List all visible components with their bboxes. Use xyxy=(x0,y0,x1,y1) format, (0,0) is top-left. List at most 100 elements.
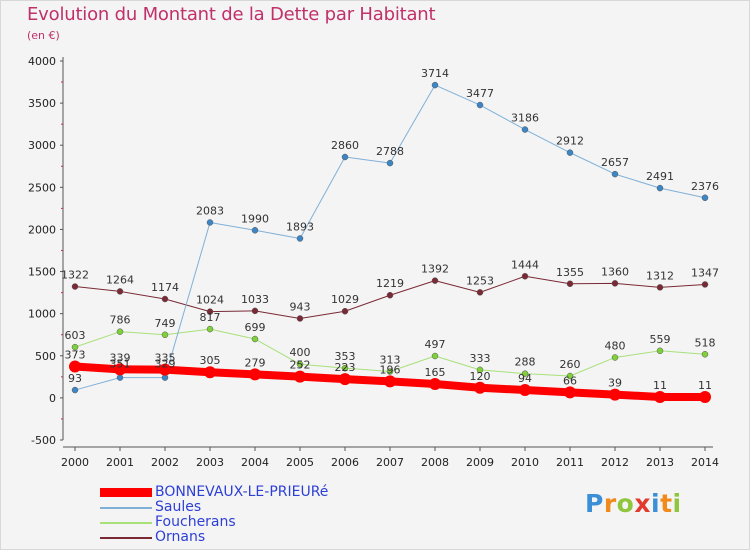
data-point xyxy=(296,360,304,368)
proxiti-logo: Proxiti xyxy=(585,489,682,518)
legend-item: Ornans xyxy=(100,530,328,545)
data-label: 817 xyxy=(200,311,221,324)
logo-letter: x xyxy=(634,489,651,518)
legend-label: BONNEVAUX-LE-PRIEURé xyxy=(155,484,329,500)
data-label: 165 xyxy=(425,366,446,379)
data-label: 1444 xyxy=(511,258,539,271)
data-point xyxy=(699,390,711,403)
y-tick-label: 1000 xyxy=(28,308,56,321)
data-label: 1219 xyxy=(376,277,404,290)
data-label: 2912 xyxy=(556,135,584,148)
data-label: 1264 xyxy=(106,273,134,286)
data-label: 279 xyxy=(245,356,266,369)
x-tick-label: 2002 xyxy=(151,456,179,469)
data-label: 2788 xyxy=(376,145,404,158)
data-label: 1893 xyxy=(286,220,314,233)
data-label: 353 xyxy=(335,350,356,363)
data-label: 1360 xyxy=(601,265,629,278)
data-label: 603 xyxy=(65,329,86,342)
x-tick-label: 2012 xyxy=(601,456,629,469)
x-tick-label: 2006 xyxy=(331,456,359,469)
data-point xyxy=(654,390,666,403)
x-tick-label: 2010 xyxy=(511,456,539,469)
data-label: 3714 xyxy=(421,67,449,80)
legend-item: Saules xyxy=(100,500,328,515)
data-point xyxy=(609,388,621,401)
data-label: 335 xyxy=(155,352,176,365)
data-point xyxy=(429,377,441,390)
chart-subtitle: (en €) xyxy=(27,29,60,42)
data-point xyxy=(386,368,394,375)
legend-item: BONNEVAUX-LE-PRIEURé xyxy=(100,485,328,500)
data-label: 11 xyxy=(653,379,667,392)
x-tick-label: 2009 xyxy=(466,456,494,469)
data-label: 2083 xyxy=(196,204,224,217)
data-label: 3186 xyxy=(511,112,539,125)
y-tick-label: 2000 xyxy=(28,223,56,236)
x-tick-label: 2005 xyxy=(286,456,314,469)
data-label: 39 xyxy=(608,377,622,390)
y-tick-label: -500 xyxy=(31,434,56,447)
legend-label: Foucherans xyxy=(155,514,236,530)
data-label: 2860 xyxy=(331,139,359,152)
logo-letter: i xyxy=(672,489,682,518)
data-label: 66 xyxy=(563,374,577,387)
data-point xyxy=(116,288,124,295)
data-point xyxy=(161,331,169,339)
data-point xyxy=(566,372,574,380)
y-tick-label: 0 xyxy=(49,392,56,405)
data-point xyxy=(116,328,124,335)
data-label: 2657 xyxy=(601,156,629,169)
data-point xyxy=(519,383,531,396)
data-point xyxy=(656,347,664,355)
data-label: 1392 xyxy=(421,263,449,276)
x-tick-label: 2014 xyxy=(691,456,719,469)
data-point xyxy=(474,381,486,394)
data-label: 1174 xyxy=(151,281,179,294)
data-point xyxy=(296,315,304,322)
data-point xyxy=(71,386,79,394)
data-point xyxy=(656,284,664,291)
data-label: 333 xyxy=(470,352,491,365)
data-label: 699 xyxy=(245,321,266,334)
x-tick-label: 2008 xyxy=(421,456,449,469)
data-point xyxy=(249,368,261,381)
data-label: 1355 xyxy=(556,266,584,279)
y-tick-label: 2500 xyxy=(28,181,56,194)
legend-swatch xyxy=(100,521,152,524)
data-point xyxy=(476,101,484,109)
data-label: 518 xyxy=(695,336,716,349)
data-point xyxy=(701,351,709,358)
chart-title: Evolution du Montant de la Dette par Hab… xyxy=(27,4,436,25)
data-point xyxy=(431,81,439,89)
data-label: 120 xyxy=(470,370,491,383)
x-tick-label: 2013 xyxy=(646,456,674,469)
data-label: 497 xyxy=(425,338,446,351)
y-tick-label: 4000 xyxy=(28,55,56,68)
x-tick-label: 2003 xyxy=(196,456,224,469)
legend-swatch xyxy=(100,536,152,539)
x-tick-label: 2001 xyxy=(106,456,134,469)
data-point xyxy=(701,281,709,288)
data-label: 1029 xyxy=(331,293,359,306)
data-point xyxy=(251,335,259,343)
logo-letter: P xyxy=(585,489,604,518)
data-label: 313 xyxy=(380,354,401,367)
data-point xyxy=(431,352,439,360)
data-point xyxy=(341,307,349,315)
data-point xyxy=(521,273,529,280)
data-label: 1033 xyxy=(241,293,269,306)
data-label: 1990 xyxy=(241,212,269,225)
chart-legend: BONNEVAUX-LE-PRIEURé Saules Foucherans Orna… xyxy=(100,485,328,545)
data-point xyxy=(386,159,394,167)
legend-swatch xyxy=(100,488,152,497)
data-point xyxy=(701,194,709,202)
data-point xyxy=(521,126,529,133)
data-label: 1347 xyxy=(691,266,719,279)
data-label: 3477 xyxy=(466,87,494,100)
data-point xyxy=(384,375,396,388)
data-point xyxy=(206,308,214,315)
y-tick-label: 3500 xyxy=(28,97,56,110)
data-point xyxy=(206,219,214,226)
